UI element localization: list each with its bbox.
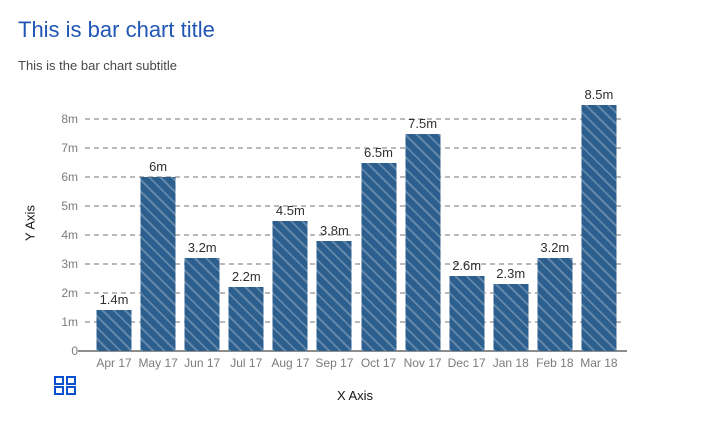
bar-jul-17[interactable] <box>228 287 264 351</box>
x-axis-title: X Axis <box>336 388 374 403</box>
x-axis-tick-labels: Apr 17 May 17 Jun 17 Jul 17 Aug 17 Sep 17 Oct … <box>92 356 621 371</box>
bar-value-label: 1.4m <box>99 292 129 308</box>
bar-slot: 7.5m <box>401 95 445 351</box>
bar-apr-17[interactable] <box>96 310 132 351</box>
y-tick-label: 3m <box>61 257 78 271</box>
bar-dec-17[interactable] <box>449 275 485 351</box>
y-tick-label: 0 <box>71 344 78 358</box>
x-tick-label: May 17 <box>138 356 178 370</box>
bar-value-label: 6m <box>149 159 168 174</box>
bar-slot: 6.5m <box>356 95 400 351</box>
bar-slot: 3.2m <box>533 95 577 351</box>
grid-squares-icon <box>54 376 76 395</box>
x-tick-label: Sep 17 <box>315 356 354 370</box>
bar-oct-17[interactable] <box>361 162 396 351</box>
x-tick-label: Feb 18 <box>536 356 574 370</box>
x-tick-label: Dec 17 <box>447 356 486 370</box>
y-tick-label: 1m <box>61 315 78 329</box>
plot-area: 1.4m 6m 3.2m 2.2m 4.5m 3.8m 6.5m 7.5m 2.6m 2.3m 3.… <box>78 87 627 352</box>
x-tick-label: Nov 17 <box>403 356 442 370</box>
gridline-2m <box>85 292 625 294</box>
y-tick-label: 2m <box>61 286 78 300</box>
bar-feb-18[interactable] <box>537 258 573 351</box>
x-tick-label: Aug 17 <box>271 356 310 370</box>
bar-slot: 4.5m <box>268 95 312 351</box>
x-axis-baseline <box>78 350 627 352</box>
y-tick-label: 6m <box>61 170 78 184</box>
bar-slot: 1.4m <box>92 95 136 351</box>
y-tick-label: 8m <box>61 112 78 126</box>
gridline-8m <box>85 118 625 120</box>
chart-title: This is bar chart title <box>18 17 215 42</box>
gridline-7m <box>85 147 625 149</box>
bar-value-label: 6.5m <box>364 144 393 160</box>
bar-value-label: 3.2m <box>540 240 570 256</box>
bar-slot: 8.5m <box>577 87 621 351</box>
bar-slot: 2.3m <box>489 95 533 351</box>
bar-jan-18[interactable] <box>493 284 529 351</box>
gridline-6m <box>85 176 625 178</box>
x-tick-label: Jun 17 <box>184 356 221 370</box>
bar-slot: 3.8m <box>312 95 356 351</box>
grid-menu-button[interactable] <box>52 374 78 397</box>
y-tick-label: 7m <box>61 141 78 155</box>
bar-slot: 2.2m <box>224 95 268 351</box>
bar-value-label: 2.3m <box>496 266 526 282</box>
bar-value-label: 3.8m <box>319 222 349 238</box>
bar-value-label: 8.5m <box>584 86 614 102</box>
bar-nov-17[interactable] <box>405 133 441 351</box>
x-tick-label: Apr 17 <box>96 356 132 370</box>
bar-value-label: 7.5m <box>408 115 438 131</box>
bar-value-label: 2.2m <box>231 269 261 285</box>
y-axis-tick-labels: 0 1m 2m 3m 4m 5m 6m 7m 8m <box>30 95 78 358</box>
bar-slot: 3.2m <box>180 95 224 351</box>
x-tick-label: Oct 17 <box>360 356 397 370</box>
x-tick-label: Jan 18 <box>492 356 529 370</box>
bar-jun-17[interactable] <box>184 258 220 351</box>
gridline-4m <box>85 234 625 236</box>
bar-aug-17[interactable] <box>272 220 308 351</box>
y-tick-label: 5m <box>61 199 78 213</box>
bar-value-label: 3.2m <box>187 240 217 256</box>
bar-value-label: 4.5m <box>275 202 305 218</box>
bar-sep-17[interactable] <box>316 240 352 351</box>
bar-mar-18[interactable] <box>581 104 617 351</box>
bar-slot: 6m <box>136 95 180 351</box>
x-tick-label: Mar 18 <box>580 356 618 370</box>
chart-subtitle: This is the bar chart subtitle <box>18 58 177 73</box>
gridline-5m <box>85 205 625 207</box>
bar-series: 1.4m 6m 3.2m 2.2m 4.5m 3.8m 6.5m 7.5m 2.6m 2.3m 3.… <box>92 87 621 351</box>
x-tick-label: Jul 17 <box>230 356 263 370</box>
bar-value-label: 2.6m <box>452 257 482 273</box>
gridline-1m <box>85 321 625 323</box>
bar-may-17[interactable] <box>140 177 176 351</box>
bar-slot: 2.6m <box>445 95 489 351</box>
gridline-3m <box>85 263 625 265</box>
y-tick-label: 4m <box>61 228 78 242</box>
